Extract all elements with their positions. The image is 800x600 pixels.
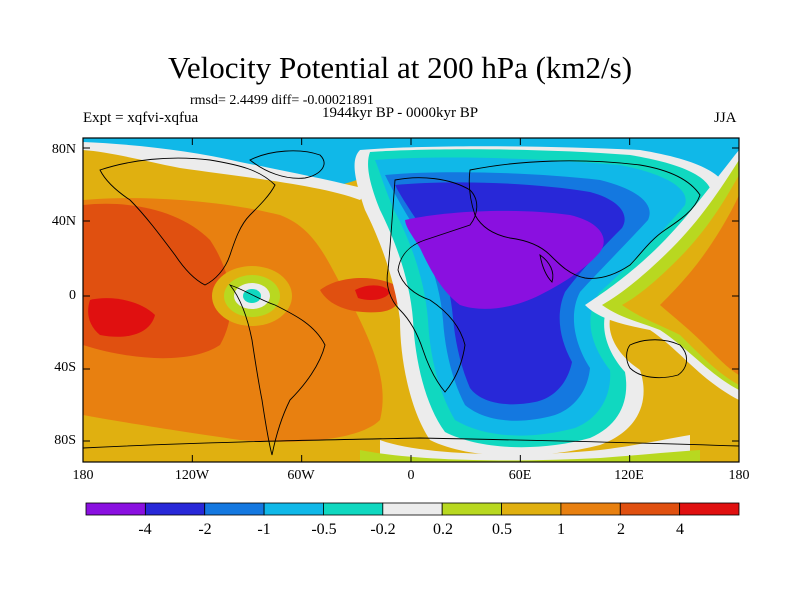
colorbar-label: -4 <box>138 521 152 538</box>
colorbar-label: -1 <box>257 521 271 538</box>
y-tick-label: 80S <box>54 433 76 448</box>
x-tick-label: 60E <box>508 468 532 483</box>
colorbar-label: 1 <box>557 521 565 538</box>
contour-region <box>88 298 155 337</box>
colorbar-swatch <box>679 502 740 516</box>
contour-region <box>380 435 690 462</box>
velocity-potential-field <box>83 138 739 462</box>
colorbar-swatch <box>501 502 562 516</box>
x-tick-label: 180 <box>728 468 750 483</box>
colorbar-label: -0.5 <box>311 521 337 538</box>
x-tick-label: 60W <box>287 468 315 483</box>
colorbar-label: -0.2 <box>370 521 396 538</box>
axis-ticks <box>82 138 740 462</box>
contour-region <box>355 285 390 300</box>
colorbar-swatch <box>441 502 502 516</box>
colorbar-swatch <box>382 502 443 516</box>
x-tick-label: 120W <box>174 468 210 483</box>
y-tick-label: 80N <box>51 142 76 157</box>
colorbar-label: -2 <box>198 521 212 538</box>
y-tick-label: 0 <box>69 288 76 303</box>
contour-region <box>83 142 370 200</box>
colorbar-swatch <box>263 502 324 516</box>
colorbar-swatch <box>85 502 146 516</box>
x-tick-label: 0 <box>407 468 415 483</box>
y-tick-label: 40N <box>51 214 76 229</box>
colorbar-swatch <box>323 502 384 516</box>
colorbar-label: 2 <box>617 521 625 538</box>
stats-label: rmsd= 2.4499 diff= -0.00021891 <box>190 93 374 108</box>
coastlines <box>83 150 739 456</box>
colorbar-swatch <box>204 502 265 516</box>
colorbar-swatch <box>619 502 681 516</box>
colorbar <box>85 502 740 516</box>
contour-region <box>360 450 700 462</box>
x-tick-label: 180 <box>72 468 94 483</box>
colorbar-swatch <box>144 502 206 516</box>
contour-region <box>243 289 261 303</box>
colorbar-swatch <box>560 502 621 516</box>
experiment-label: Expt = xqfvi-xqfua <box>83 110 199 126</box>
colorbar-label: 4 <box>676 521 684 538</box>
map-title: Velocity Potential at 200 hPa (km2/s) <box>167 50 633 85</box>
season-label: JJA <box>714 110 737 126</box>
contour-region <box>405 210 604 309</box>
colorbar-label: 0.2 <box>433 521 453 538</box>
contour-region <box>660 195 739 375</box>
colorbar-label: 0.5 <box>492 521 512 538</box>
x-tick-label: 120E <box>614 468 644 483</box>
period-label: 1944kyr BP - 0000kyr BP <box>322 105 479 121</box>
y-tick-label: 40S <box>54 360 76 375</box>
